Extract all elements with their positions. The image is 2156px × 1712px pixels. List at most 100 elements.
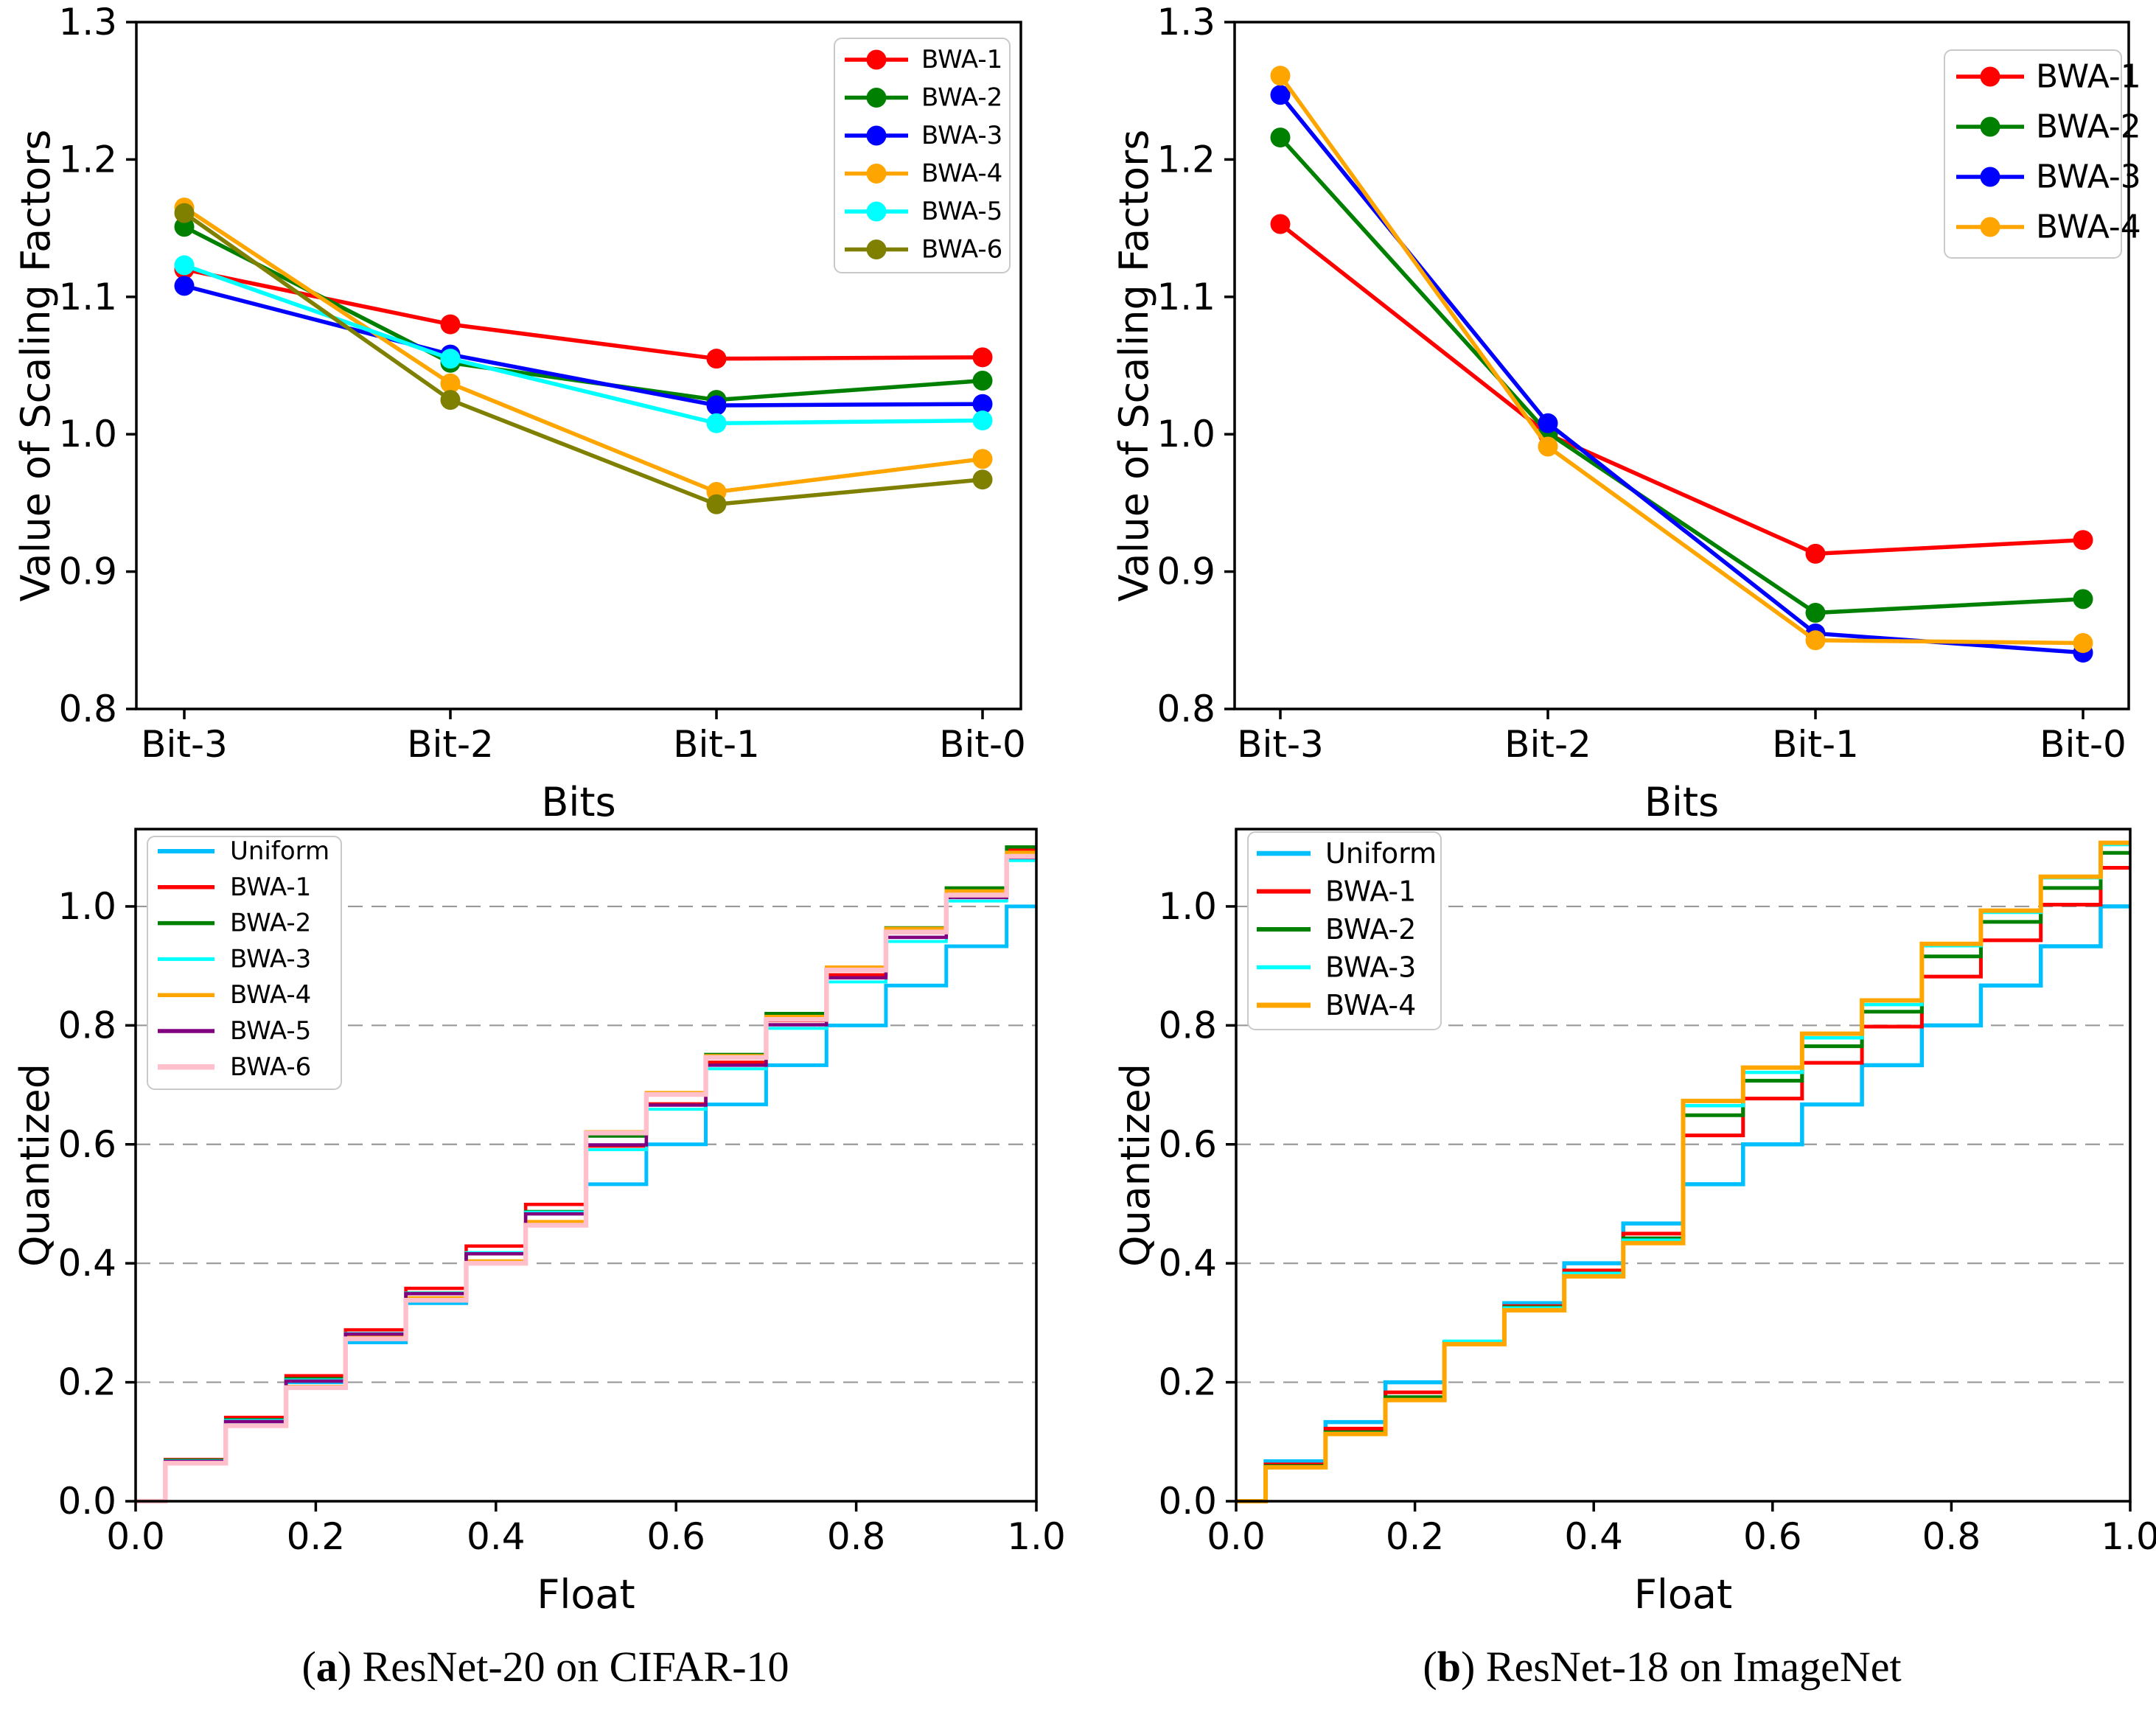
quant-imagenet-legend-label: BWA-2 (1325, 913, 1416, 946)
scaling-cifar10-series-line-BWA-1 (184, 267, 983, 361)
scaling-cifar10-series-line-BWA-5 (184, 263, 983, 426)
quant-imagenet-series-step-BWA-4 (1236, 840, 2130, 1503)
scaling-imagenet-series-line-BWA-2 (1278, 136, 2084, 615)
scaling-imagenet-x-axis-label: Bits (1644, 779, 1719, 825)
scaling-imagenet-legend-box (1944, 49, 2122, 259)
scaling-cifar10-series-marker-BWA-4 (440, 373, 461, 394)
scaling-cifar10-series-line-BWA-6 (183, 211, 983, 507)
quant-cifar10-legend-label: BWA-4 (230, 980, 311, 1010)
scaling-imagenet-series-marker-BWA-2 (1270, 127, 1291, 148)
scaling-cifar10-legend-label: BWA-6 (921, 235, 1002, 265)
scaling-cifar10-x-tick-label: Bit-1 (673, 723, 760, 766)
scaling-cifar10-y-tick-label: 0.9 (58, 551, 117, 593)
scaling-imagenet-legend-label: BWA-1 (2036, 58, 2141, 96)
quant-imagenet-y-tick-label: 0.4 (1158, 1242, 1217, 1285)
quant-cifar10-x-tick-label: 0.0 (106, 1515, 165, 1558)
scaling-imagenet-y-tick-label: 1.3 (1157, 1, 1215, 43)
scaling-imagenet-axes-box (1233, 21, 2130, 710)
scaling-imagenet-legend-label: BWA-3 (2036, 158, 2141, 196)
scaling-imagenet-series-marker-BWA-2 (1805, 603, 1826, 623)
quant-imagenet-x-tick-label: 0.4 (1564, 1515, 1623, 1558)
quant-cifar10-x-tick-label: 0.8 (827, 1515, 886, 1558)
quant-imagenet-y-tick-label: 0.8 (1158, 1004, 1217, 1047)
quant-cifar10-y-axis-label: Quantized (12, 1063, 58, 1267)
scaling-imagenet-series-line-BWA-1 (1279, 222, 2084, 556)
quant-cifar10-y-tick-label: 1.0 (57, 885, 116, 928)
scaling-imagenet-x-tick-label: Bit-3 (1237, 723, 1324, 766)
quant-cifar10-legend-label: BWA-3 (230, 944, 311, 974)
scaling-imagenet-series-marker-BWA-3 (1538, 413, 1558, 433)
scaling-cifar10-legend-swatch-marker (866, 49, 887, 70)
scaling-imagenet-y-tick-label: 1.1 (1157, 276, 1215, 318)
scaling-imagenet-series-marker-BWA-4 (1805, 630, 1826, 651)
quant-imagenet-y-tick-label: 1.0 (1158, 885, 1217, 928)
scaling-cifar10-legend-label: BWA-4 (921, 159, 1002, 189)
quant-cifar10-y-tick-label: 0.8 (57, 1004, 116, 1047)
scaling-cifar10-series-marker-BWA-5 (706, 413, 727, 433)
quant-cifar10-axes-box (134, 828, 1038, 1503)
scaling-imagenet-y-tick-label: 0.9 (1157, 551, 1215, 593)
quant-imagenet-axes-box (1235, 828, 2132, 1503)
caption-a-letter: a (315, 1643, 338, 1691)
scaling-imagenet-legend-swatch-marker (1980, 217, 2000, 237)
scaling-imagenet-series-marker-BWA-4 (1270, 66, 1291, 86)
scaling-cifar10-legend-swatch-marker (866, 164, 887, 184)
scaling-cifar10-legend-label: BWA-2 (921, 83, 1002, 113)
scaling-imagenet-series-marker-BWA-1 (1270, 214, 1291, 234)
scaling-imagenet-series-marker-BWA-1 (1805, 543, 1826, 564)
scaling-cifar10-x-axis-label: Bits (541, 779, 615, 825)
scaling-imagenet-y-tick-label: 1.2 (1157, 138, 1215, 181)
quant-imagenet-x-tick-label: 1.0 (2101, 1515, 2156, 1558)
quant-cifar10-y-tick-label: 0.4 (57, 1242, 116, 1285)
scaling-cifar10-x-tick-label: Bit-3 (141, 723, 228, 766)
scaling-cifar10-series-marker-BWA-3 (174, 276, 195, 296)
quant-imagenet-legend-label: BWA-1 (1325, 876, 1416, 908)
quant-imagenet-x-tick-label: 0.6 (1743, 1515, 1802, 1558)
scaling-cifar10-legend-swatch-marker (866, 125, 887, 146)
quant-imagenet-legend-box (1247, 831, 1442, 1030)
quant-imagenet-legend-label: Uniform (1325, 837, 1437, 870)
quant-cifar10-legend-box (147, 836, 342, 1090)
scaling-cifar10-series-marker-BWA-3 (972, 394, 993, 414)
scaling-imagenet-series-marker-BWA-1 (2073, 530, 2093, 551)
scaling-cifar10-series-marker-BWA-6 (174, 203, 195, 223)
scaling-imagenet-y-tick-label: 0.8 (1157, 688, 1215, 730)
quant-imagenet-x-axis-label: Float (1634, 1571, 1732, 1618)
scaling-cifar10-series-marker-BWA-1 (440, 314, 461, 335)
scaling-cifar10-y-tick-label: 1.3 (58, 1, 117, 43)
scaling-cifar10-series-marker-BWA-6 (440, 390, 461, 410)
quant-cifar10-x-tick-label: 0.4 (467, 1515, 526, 1558)
scaling-imagenet-legend-swatch-marker (1980, 66, 2000, 87)
caption-b-open: ( (1423, 1643, 1437, 1691)
scaling-cifar10-series-line-BWA-3 (184, 284, 983, 408)
scaling-cifar10-series-marker-BWA-5 (972, 410, 993, 431)
scaling-cifar10-y-tick-label: 1.1 (58, 276, 117, 318)
quant-cifar10-y-tick-label: 0.0 (57, 1480, 116, 1523)
quant-cifar10-x-axis-label: Float (537, 1571, 635, 1618)
quant-imagenet-x-tick-label: 0.2 (1386, 1515, 1445, 1558)
scaling-imagenet-y-axis-label: Value of Scaling Factors (1111, 130, 1157, 602)
caption-a-open: ( (301, 1643, 316, 1691)
scaling-cifar10-axes-box (135, 21, 1022, 710)
scaling-imagenet-x-tick-label: Bit-1 (1772, 723, 1859, 766)
scaling-imagenet-series-line-BWA-4 (1278, 74, 2084, 646)
quant-imagenet-x-tick-label: 0.0 (1207, 1515, 1266, 1558)
scaling-cifar10-series-marker-BWA-4 (972, 449, 993, 469)
scaling-cifar10-legend-swatch-marker (866, 88, 887, 108)
scaling-cifar10-legend-label: BWA-5 (921, 197, 1002, 226)
scaling-cifar10-y-tick-label: 1.0 (58, 413, 117, 455)
quant-imagenet-y-tick-label: 0.2 (1158, 1361, 1217, 1404)
quant-imagenet-legend-label: BWA-3 (1325, 951, 1416, 984)
scaling-imagenet-series-marker-BWA-2 (2073, 589, 2093, 609)
scaling-cifar10-legend-label: BWA-3 (921, 121, 1002, 150)
scaling-imagenet-legend-label: BWA-4 (2036, 209, 2141, 246)
scaling-imagenet-legend-swatch-marker (1980, 116, 2000, 137)
quant-imagenet-legend-label: BWA-4 (1325, 989, 1416, 1021)
caption-b-text: ResNet-18 on ImageNet (1475, 1643, 1902, 1691)
scaling-cifar10-legend-label: BWA-1 (921, 45, 1002, 74)
scaling-cifar10-series-marker-BWA-5 (174, 255, 195, 276)
scaling-cifar10-series-marker-BWA-6 (972, 469, 993, 490)
scaling-cifar10-y-tick-label: 1.2 (58, 138, 117, 181)
quant-cifar10-legend-label: BWA-6 (230, 1052, 311, 1082)
